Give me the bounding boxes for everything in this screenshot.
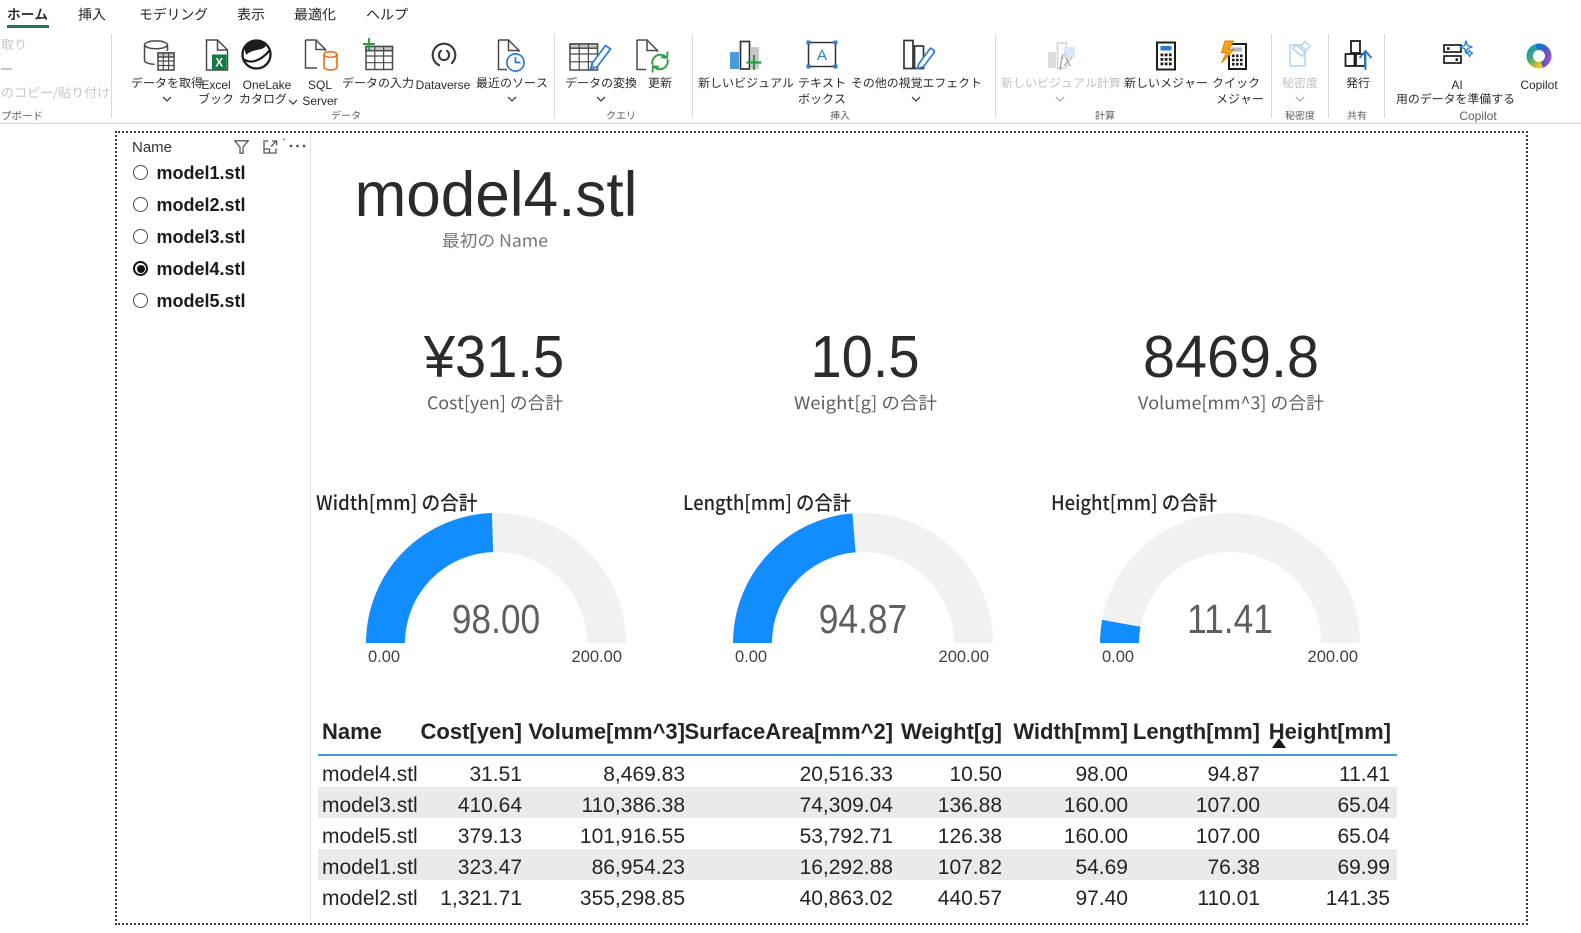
svg-text:X: X xyxy=(215,58,223,70)
svg-text:A: A xyxy=(817,47,827,64)
svg-text:fx: fx xyxy=(1059,50,1072,70)
